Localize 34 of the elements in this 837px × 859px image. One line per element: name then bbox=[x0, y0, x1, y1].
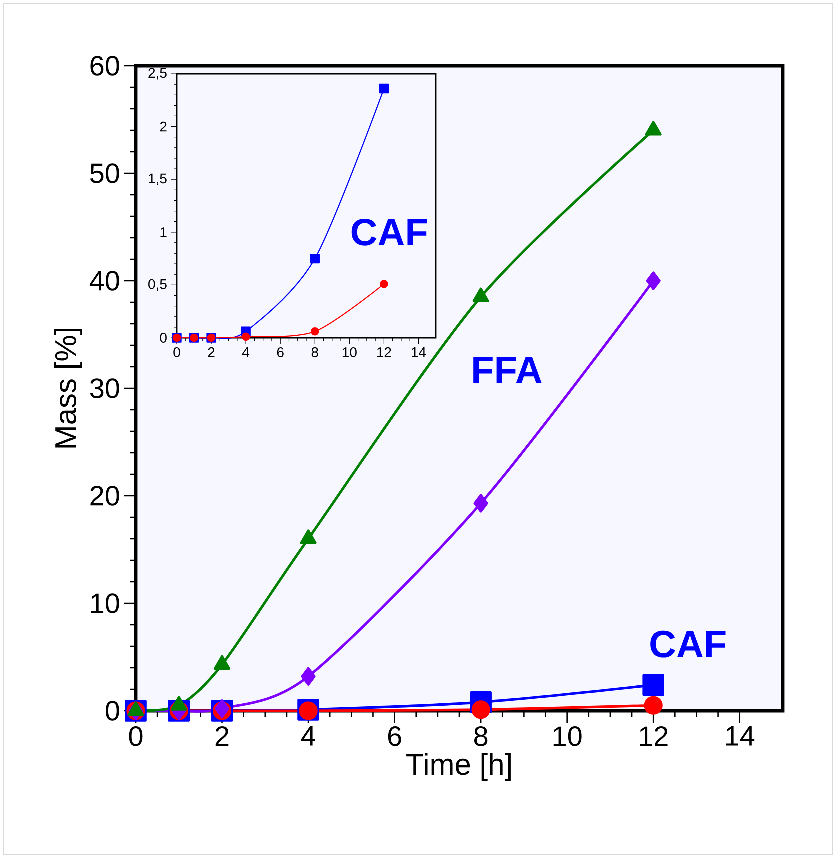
y-tick-label: 0 bbox=[106, 701, 120, 721]
annotation: FFA bbox=[474, 357, 542, 384]
x-tick-label: 14 bbox=[412, 348, 426, 358]
x-tick-label: 4 bbox=[301, 726, 316, 746]
x-tick-label: 8 bbox=[474, 726, 488, 746]
y-axis-title: Mass [%] bbox=[54, 328, 82, 448]
x-tick-label: 10 bbox=[342, 348, 357, 358]
y-tick-label: 10 bbox=[91, 594, 120, 614]
x-tick-label: 12 bbox=[640, 726, 668, 746]
x-tick-label: 8 bbox=[312, 348, 318, 358]
y-tick-label: 30 bbox=[90, 378, 120, 398]
y-tick-label: 20 bbox=[90, 486, 120, 506]
x-tick-label: 0 bbox=[174, 348, 180, 358]
x-tick-label: 4 bbox=[242, 348, 250, 358]
y-tick-label: 2 bbox=[160, 122, 167, 132]
x-tick-label: 0 bbox=[129, 726, 143, 746]
y-tick-label: 2,5 bbox=[148, 68, 167, 80]
y-tick-label: 1,5 bbox=[149, 174, 167, 186]
y-tick-label: 0,5 bbox=[148, 279, 167, 291]
y-tick-label: 40 bbox=[90, 271, 120, 291]
x-axis-title: Time [h] bbox=[406, 753, 511, 782]
annotation: CAF bbox=[352, 218, 428, 246]
x-tick-label: 6 bbox=[388, 726, 402, 746]
y-tick-label: 0 bbox=[160, 333, 167, 343]
y-tick-label: 50 bbox=[90, 164, 120, 184]
annotation: CAF bbox=[650, 630, 726, 658]
x-tick-label: 2 bbox=[216, 726, 229, 746]
x-tick-label: 10 bbox=[554, 726, 582, 746]
x-tick-label: 14 bbox=[726, 726, 755, 746]
x-tick-label: 12 bbox=[377, 348, 392, 358]
x-tick-label: 6 bbox=[277, 348, 284, 358]
y-tick-label: 1 bbox=[160, 228, 167, 238]
y-tick-label: 60 bbox=[90, 56, 120, 76]
x-tick-label: 2 bbox=[208, 348, 215, 358]
